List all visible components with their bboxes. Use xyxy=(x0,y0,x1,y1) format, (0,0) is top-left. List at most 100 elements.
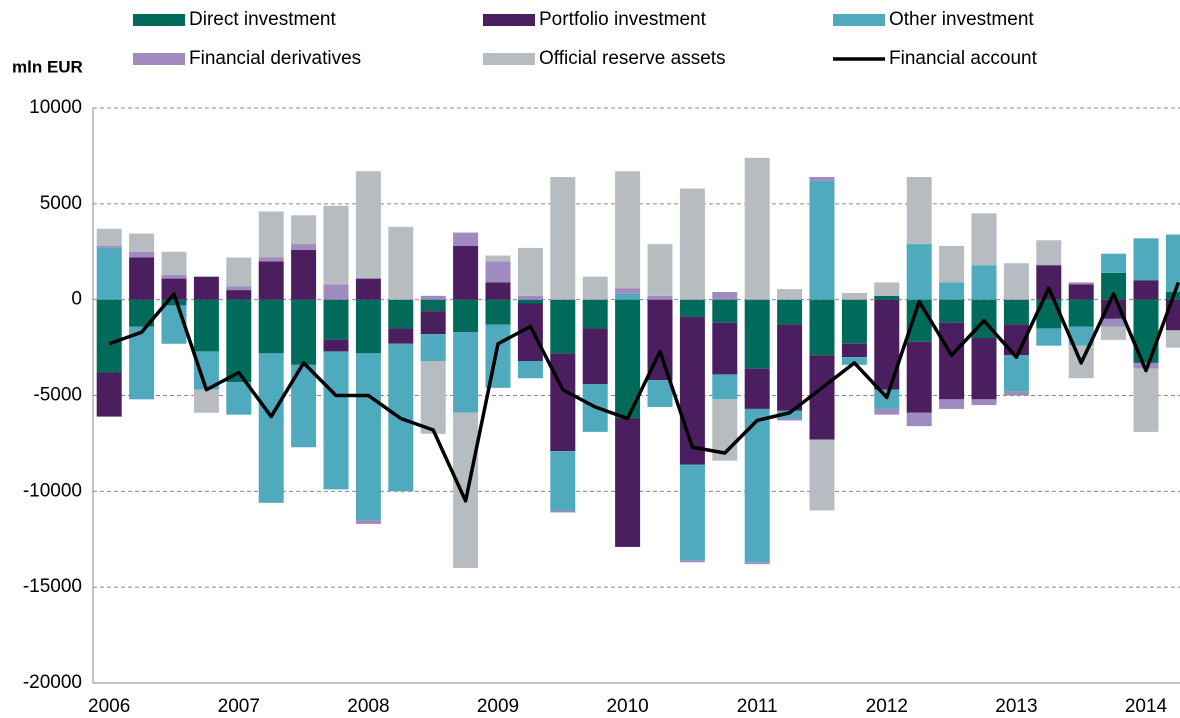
legend-label: Financial account xyxy=(889,48,1038,69)
bar xyxy=(517,295,543,300)
bar xyxy=(777,299,803,325)
bar xyxy=(615,288,641,294)
bar xyxy=(517,361,543,379)
bar xyxy=(1036,240,1062,266)
bar xyxy=(291,299,317,365)
bar xyxy=(679,188,705,300)
bar xyxy=(1068,282,1094,285)
bar xyxy=(647,295,673,300)
bar xyxy=(744,562,770,565)
bar xyxy=(939,299,965,323)
bar xyxy=(258,257,284,262)
x-tick-label: 2006 xyxy=(88,696,130,717)
bar xyxy=(1003,355,1029,392)
y-tick-label: -10000 xyxy=(23,480,82,501)
bar xyxy=(1036,328,1062,346)
bar xyxy=(906,412,932,427)
bar xyxy=(582,276,608,300)
bar xyxy=(355,278,381,300)
x-tick-label: 2007 xyxy=(218,696,260,717)
legend-swatch xyxy=(483,53,535,65)
legend-swatch xyxy=(483,14,535,26)
bar xyxy=(1133,238,1159,281)
bar xyxy=(971,399,997,406)
bar xyxy=(1165,234,1180,292)
bar xyxy=(96,228,122,246)
bar xyxy=(1133,368,1159,432)
bar xyxy=(388,328,414,344)
x-tick-label: 2012 xyxy=(866,696,908,717)
bar xyxy=(291,244,317,250)
line xyxy=(108,281,1180,503)
x-tick-label: 2011 xyxy=(737,696,778,717)
bar xyxy=(874,408,900,415)
bar xyxy=(420,334,446,361)
bar xyxy=(323,284,349,300)
bar xyxy=(550,299,576,354)
bar xyxy=(453,232,479,246)
legend-label: Portfolio investment xyxy=(539,9,707,30)
bar xyxy=(744,368,770,409)
bar xyxy=(161,299,187,306)
legend-label: Direct investment xyxy=(189,9,336,30)
bar xyxy=(550,353,576,452)
bar xyxy=(744,299,770,369)
bar xyxy=(485,255,511,262)
bar xyxy=(1101,253,1127,273)
bar xyxy=(906,244,932,300)
bar xyxy=(582,299,608,329)
bar xyxy=(1101,326,1127,340)
bar xyxy=(647,380,673,407)
bar xyxy=(874,389,900,409)
bar xyxy=(1068,326,1094,346)
bar xyxy=(971,213,997,266)
bar xyxy=(226,382,252,415)
bar xyxy=(712,292,738,300)
bar xyxy=(161,278,187,300)
bar xyxy=(712,299,738,323)
bar xyxy=(485,261,511,283)
bar xyxy=(161,305,187,344)
bar xyxy=(550,177,576,300)
bar xyxy=(129,257,155,300)
bar xyxy=(744,408,770,563)
bar xyxy=(939,246,965,283)
bar xyxy=(1133,280,1159,300)
bar xyxy=(193,276,219,300)
bar xyxy=(809,180,835,300)
bar xyxy=(841,292,867,300)
bar xyxy=(323,339,349,352)
bar xyxy=(679,316,705,465)
bar xyxy=(939,322,965,400)
bar xyxy=(647,244,673,296)
bar xyxy=(1068,299,1094,327)
y-tick-label: -20000 xyxy=(23,672,82,693)
bar xyxy=(453,412,479,568)
bar xyxy=(517,247,543,296)
bar xyxy=(355,171,381,279)
bar xyxy=(906,341,932,413)
x-tick-label: 2014 xyxy=(1125,696,1168,717)
bar xyxy=(712,322,738,375)
bar xyxy=(355,520,381,524)
bar xyxy=(777,289,803,300)
y-axis-label: mln EUR xyxy=(12,57,83,76)
y-tick-label: 5000 xyxy=(40,193,82,214)
bar xyxy=(420,361,446,434)
plot: -20000 -15000 -10000 -5000 0 5000 10000 2006 200… xyxy=(23,97,1180,717)
bar xyxy=(420,295,446,300)
bar xyxy=(453,332,479,413)
bar xyxy=(388,226,414,300)
bar xyxy=(258,299,284,354)
bar xyxy=(355,299,381,354)
legend-swatch xyxy=(833,14,885,26)
bar xyxy=(517,299,543,304)
bar xyxy=(291,215,317,245)
bar xyxy=(971,338,997,400)
bar xyxy=(809,177,835,181)
bar xyxy=(420,311,446,335)
bar xyxy=(453,299,479,333)
bar xyxy=(388,299,414,329)
bar xyxy=(193,389,219,413)
bar xyxy=(615,418,641,547)
